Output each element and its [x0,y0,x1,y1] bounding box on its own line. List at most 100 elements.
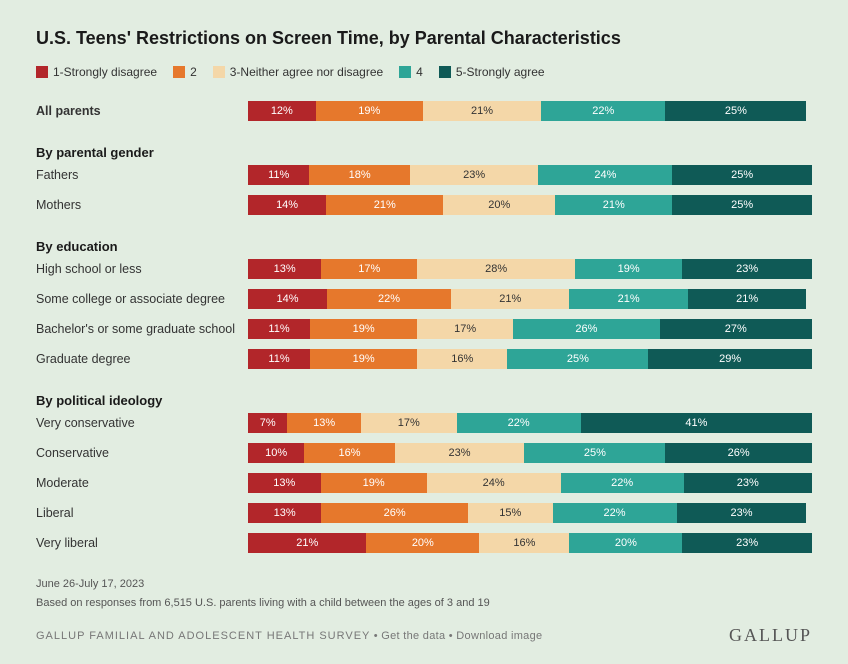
group: By educationHigh school or less13%17%28%… [36,239,812,377]
legend-item: 1-Strongly disagree [36,65,157,79]
bar-segment: 15% [468,503,553,523]
bar-segment: 19% [310,319,417,339]
bar-segment: 13% [248,503,321,523]
gallup-logo: GALLUP [729,625,812,646]
stacked-bar: 11%19%17%26%27% [248,319,812,339]
bar-segment: 18% [309,165,410,185]
bar-segment: 16% [417,349,507,369]
legend-label: 4 [416,65,423,79]
legend-swatch [399,66,411,78]
stacked-bar: 13%19%24%22%23% [248,473,812,493]
bar-segment: 25% [507,349,648,369]
bar-segment: 23% [395,443,525,463]
legend-item: 2 [173,65,197,79]
bar-segment: 11% [248,165,309,185]
bar-segment: 20% [366,533,479,553]
bar-segment: 17% [321,259,417,279]
bar-segment: 20% [443,195,555,215]
row-label: Mothers [36,198,248,212]
row-label: Very liberal [36,536,248,550]
chart-row: Graduate degree11%19%16%25%29% [36,347,812,371]
legend: 1-Strongly disagree 2 3-Neither agree nor … [36,65,812,79]
bar-segment: 14% [248,289,327,309]
bar-segment: 24% [538,165,672,185]
group: By political ideologyVery conservative7%… [36,393,812,561]
row-label: Bachelor's or some graduate school [36,322,248,336]
bar-segment: 12% [248,101,316,121]
bar-segment: 22% [327,289,451,309]
bar-segment: 21% [451,289,569,309]
bar-segment: 21% [688,289,806,309]
bar-segment: 22% [541,101,665,121]
bar-segment: 23% [410,165,538,185]
stacked-bar: 14%21%20%21%25% [248,195,812,215]
chart-row: High school or less13%17%28%19%23% [36,257,812,281]
survey-name: GALLUP FAMILIAL AND ADOLESCENT HEALTH SU… [36,630,370,642]
stacked-bar: 13%17%28%19%23% [248,259,812,279]
bar-segment: 11% [248,319,310,339]
row-label: Conservative [36,446,248,460]
row-label: Fathers [36,168,248,182]
row-label: Moderate [36,476,248,490]
legend-swatch [213,66,225,78]
stacked-bar: 11%18%23%24%25% [248,165,812,185]
stacked-bar: 10%16%23%25%26% [248,443,812,463]
chart-row: All parents12%19%21%22%25% [36,99,812,123]
stacked-bar: 11%19%16%25%29% [248,349,812,369]
bar-segment: 17% [417,319,513,339]
group: By parental gender Fathers11%18%23%24%25%… [36,145,812,223]
bar-segment: 13% [248,473,321,493]
legend-swatch [439,66,451,78]
bar-segment: 7% [248,413,287,433]
row-label: All parents [36,104,248,118]
bar-segment: 11% [248,349,310,369]
download-image-link[interactable]: Download image [456,630,542,642]
bar-segment: 20% [569,533,682,553]
legend-item: 4 [399,65,423,79]
bar-segment: 28% [417,259,575,279]
group-header: By parental gender [36,145,812,160]
legend-label: 1-Strongly disagree [53,65,157,79]
footer-left: GALLUP FAMILIAL AND ADOLESCENT HEALTH SU… [36,630,542,642]
stacked-bar: 14%22%21%21%21% [248,289,812,309]
bar-segment: 17% [361,413,457,433]
chart-row: Bachelor's or some graduate school11%19%… [36,317,812,341]
bar-segment: 21% [555,195,672,215]
stacked-bar: 7%13%17%22%41% [248,413,812,433]
bar-segment: 19% [321,473,427,493]
row-label: High school or less [36,262,248,276]
stacked-bar: 21%20%16%20%23% [248,533,812,553]
footnote-date: June 26-July 17, 2023 [36,575,812,594]
chart-row: Moderate13%19%24%22%23% [36,471,812,495]
bar-segment: 19% [316,101,423,121]
bar-segment: 13% [248,259,321,279]
bar-segment: 21% [423,101,541,121]
bar-segment: 16% [304,443,394,463]
row-label: Liberal [36,506,248,520]
bar-segment: 25% [665,101,806,121]
legend-label: 3-Neither agree nor disagree [230,65,383,79]
get-data-link[interactable]: Get the data [381,630,445,642]
row-label: Graduate degree [36,352,248,366]
bar-segment: 23% [684,473,812,493]
bar-segment: 10% [248,443,304,463]
footer: GALLUP FAMILIAL AND ADOLESCENT HEALTH SU… [36,625,812,646]
chart-row: Very conservative7%13%17%22%41% [36,411,812,435]
chart-row: Liberal13%26%15%22%23% [36,501,812,525]
chart-row: Mothers14%21%20%21%25% [36,193,812,217]
chart-row: Very liberal21%20%16%20%23% [36,531,812,555]
chart-title: U.S. Teens' Restrictions on Screen Time,… [36,28,812,49]
legend-swatch [36,66,48,78]
stacked-bar: 12%19%21%22%25% [248,101,812,121]
chart-row: Fathers11%18%23%24%25% [36,163,812,187]
bar-segment: 22% [457,413,581,433]
group: All parents12%19%21%22%25% [36,99,812,129]
bar-segment: 22% [553,503,677,523]
chart-container: U.S. Teens' Restrictions on Screen Time,… [0,0,848,664]
stacked-bar: 13%26%15%22%23% [248,503,812,523]
legend-item: 3-Neither agree nor disagree [213,65,383,79]
footnotes: June 26-July 17, 2023 Based on responses… [36,575,812,612]
row-label: Very conservative [36,416,248,430]
bar-segment: 16% [479,533,569,553]
group-header: By education [36,239,812,254]
